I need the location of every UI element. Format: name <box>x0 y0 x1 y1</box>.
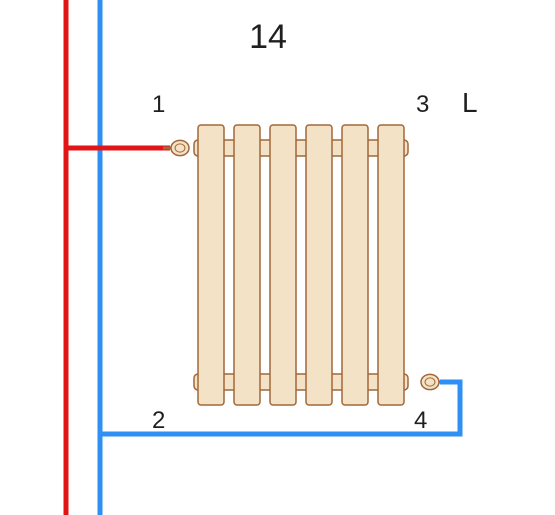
radiator-tube <box>378 125 404 405</box>
radiator-schematic: 14 L 1 2 3 4 <box>0 0 555 515</box>
node-label-3: 3 <box>416 91 429 118</box>
radiator-top-header <box>194 140 408 156</box>
diagram-title: 14 <box>249 18 287 56</box>
label-L: L <box>462 87 478 118</box>
radiator-bottom-header <box>194 374 408 390</box>
radiator-tube <box>234 125 260 405</box>
inlet-valve <box>163 140 189 155</box>
radiator-tube <box>198 125 224 405</box>
node-label-1: 1 <box>152 91 165 118</box>
radiator-tube <box>270 125 296 405</box>
node-label-2: 2 <box>152 407 165 434</box>
radiator <box>194 125 408 405</box>
radiator-tube <box>342 125 368 405</box>
node-label-4: 4 <box>414 407 427 434</box>
radiator-tube <box>306 125 332 405</box>
